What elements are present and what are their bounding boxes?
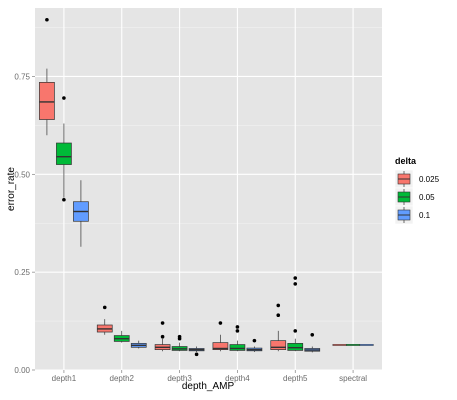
box-spectral-delta-0.1 [359, 344, 374, 346]
box-body [332, 344, 347, 346]
box-depth2-delta-0.1 [130, 340, 147, 349]
box-depth2-delta-0.05 [113, 330, 130, 343]
box-body [212, 342, 229, 350]
box-depth3-delta-0.1 [188, 346, 205, 357]
outlier-point [310, 332, 315, 337]
box-spectral-delta-0.025 [332, 344, 347, 346]
legend-label: 0.05 [419, 193, 435, 202]
outlier-point [160, 334, 165, 339]
outlier-point [293, 329, 298, 333]
box-body [39, 82, 55, 120]
x-axis-title: depth_AMP [182, 381, 235, 392]
box-depth1-delta-0.025 [39, 17, 55, 136]
box-depth2-delta-0.025 [96, 305, 113, 335]
outlier-point [62, 96, 66, 100]
box-body [287, 343, 304, 351]
outlier-point [276, 313, 281, 318]
box-body [346, 344, 361, 346]
y-tick-label: 0.50 [14, 170, 30, 179]
legend-label: 0.1 [419, 211, 431, 220]
box-depth3-delta-0.025 [154, 321, 171, 352]
outlier-point [235, 325, 240, 329]
legend: delta 0.025 0.05 0.1 [394, 156, 440, 225]
outlier-point [160, 321, 165, 325]
outlier-point [252, 338, 257, 343]
outlier-point [45, 17, 49, 22]
legend-entry-0.05: 0.05 [394, 187, 435, 207]
box-depth1-delta-0.05 [56, 96, 72, 202]
box-depth5-delta-0.1 [304, 332, 321, 353]
panel-background [35, 8, 382, 370]
box-body [270, 340, 287, 350]
y-tick-label: 0.25 [14, 268, 30, 277]
x-tick-label: depth1 [52, 374, 77, 383]
box-layer [39, 17, 374, 357]
box-body [359, 344, 374, 346]
box-depth4-delta-0.025 [212, 321, 229, 352]
axis-layer: 0.00 0.25 0.50 0.75 depth1 depth2 depth3 depth4… [14, 72, 367, 383]
x-tick-label: depth3 [167, 374, 192, 383]
box-depth4-delta-0.05 [229, 325, 246, 352]
box-depth5-delta-0.025 [270, 303, 287, 352]
outlier-point [235, 329, 240, 333]
box-depth5-delta-0.05 [287, 276, 304, 352]
y-tick-label: 0.75 [14, 72, 30, 81]
box-depth3-delta-0.05 [171, 334, 188, 352]
outlier-point [62, 197, 66, 202]
outlier-point [177, 336, 182, 341]
legend-label: 0.025 [419, 175, 440, 184]
legend-title: delta [395, 156, 417, 166]
y-axis-title: error_rate [6, 167, 17, 211]
x-tick-label: spectral [339, 374, 367, 383]
outlier-point [218, 321, 223, 325]
y-tick-label: 0.00 [14, 366, 30, 375]
box-body [56, 142, 72, 165]
legend-entry-0.025: 0.025 [394, 169, 440, 189]
box-depth1-delta-0.1 [73, 180, 89, 247]
outlier-point [102, 305, 107, 310]
legend-entry-0.1: 0.1 [394, 205, 431, 225]
outlier-point [194, 352, 199, 357]
x-tick-label: depth4 [225, 374, 250, 383]
box-depth4-delta-0.1 [246, 338, 263, 352]
x-tick-label: depth5 [283, 374, 308, 383]
x-tick-label: depth2 [110, 374, 135, 383]
outlier-point [276, 303, 281, 308]
outlier-point [293, 276, 298, 280]
box-spectral-delta-0.05 [346, 344, 361, 346]
box-body [229, 344, 246, 351]
grid-lines [35, 8, 382, 371]
outlier-point [293, 282, 298, 286]
